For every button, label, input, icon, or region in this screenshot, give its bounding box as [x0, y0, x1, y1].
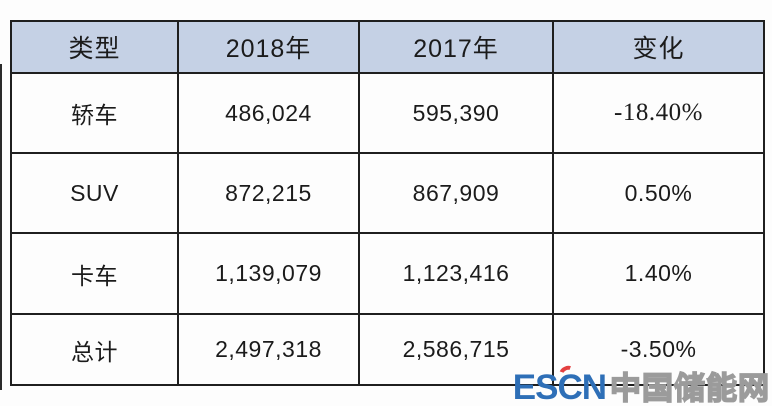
- escn-logo-label: ESCN: [512, 368, 607, 406]
- cell-total-type: 总计: [10, 313, 179, 386]
- cell-sedan-2017: 595,390: [358, 72, 554, 154]
- cell-suv-change: 0.50%: [552, 152, 765, 234]
- cell-sedan-type: 轿车: [10, 72, 179, 154]
- column-header-change: 变化: [552, 20, 765, 74]
- cell-suv-2018: 872,215: [177, 152, 360, 234]
- cell-suv-2017: 867,909: [358, 152, 554, 234]
- escn-logo-text: ESCN: [512, 363, 607, 406]
- cell-suv-type: SUV: [10, 152, 179, 234]
- table-row-truck: 卡车 1,139,079 1,123,416 1.40%: [10, 232, 765, 315]
- cell-total-2017: 2,586,715: [358, 313, 554, 386]
- cell-sedan-2018: 486,024: [177, 72, 360, 154]
- cropped-table-edge-line: [0, 64, 2, 390]
- column-header-2018: 2018年: [177, 20, 360, 74]
- vehicle-sales-table: 类型 2018年 2017年 变化 轿车 486,024 595,390 -18…: [10, 20, 765, 386]
- table-row-sedan: 轿车 486,024 595,390 -18.40%: [10, 72, 765, 154]
- escn-site-name: 中国储能网: [609, 371, 770, 406]
- cell-total-2018: 2,497,318: [177, 313, 360, 386]
- escn-watermark: ESCN 中国储能网: [512, 363, 770, 406]
- cell-total-change: -3.50%: [552, 313, 765, 386]
- column-header-2017: 2017年: [358, 20, 554, 74]
- table-row-suv: SUV 872,215 867,909 0.50%: [10, 152, 765, 234]
- cell-sedan-change: -18.40%: [552, 72, 765, 154]
- cell-truck-type: 卡车: [10, 232, 179, 315]
- header-row: 类型 2018年 2017年 变化: [10, 20, 765, 74]
- cell-truck-2018: 1,139,079: [177, 232, 360, 315]
- cell-truck-change: 1.40%: [552, 232, 765, 315]
- cell-truck-2017: 1,123,416: [358, 232, 554, 315]
- column-header-type: 类型: [10, 20, 179, 74]
- table-row-total: 总计 2,497,318 2,586,715 -3.50%: [10, 313, 765, 386]
